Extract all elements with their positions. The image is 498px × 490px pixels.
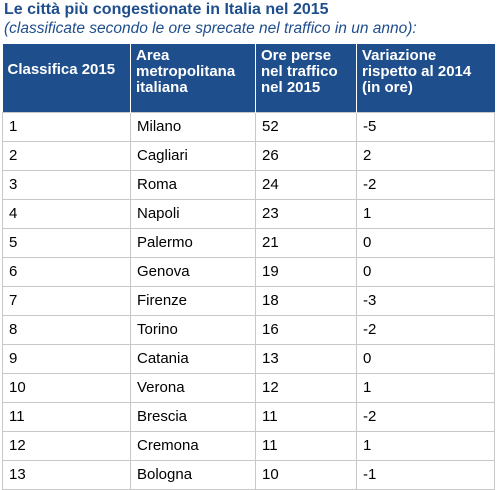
change-cell: -2 bbox=[356, 401, 495, 432]
area-cell: Cagliari bbox=[130, 140, 256, 171]
area-cell: Cremona bbox=[130, 430, 256, 461]
rank-cell: 13 bbox=[2, 459, 131, 490]
change-cell: -2 bbox=[356, 314, 495, 345]
rank-cell: 8 bbox=[2, 314, 131, 345]
rank-cell: 7 bbox=[2, 285, 131, 316]
change-cell: 2 bbox=[356, 140, 495, 171]
hours-lost-cell: 19 bbox=[255, 256, 357, 287]
rank-cell: 5 bbox=[2, 227, 131, 258]
table-row: 10 Verona 12 1 bbox=[2, 372, 495, 403]
rank-cell: 11 bbox=[2, 401, 131, 432]
page-subtitle: (classificate secondo le ore sprecate ne… bbox=[4, 20, 417, 37]
hours-lost-cell: 18 bbox=[255, 285, 357, 316]
hours-lost-cell: 52 bbox=[255, 111, 357, 142]
hours-lost-cell: 11 bbox=[255, 401, 357, 432]
table-row: 7 Firenze 18 -3 bbox=[2, 285, 495, 316]
rank-cell: 3 bbox=[2, 169, 131, 200]
table-row: 4 Napoli 23 1 bbox=[2, 198, 495, 229]
area-cell: Palermo bbox=[130, 227, 256, 258]
column-header-rank: Classifica 2015 bbox=[2, 44, 131, 112]
rank-cell: 9 bbox=[2, 343, 131, 374]
hours-lost-cell: 26 bbox=[255, 140, 357, 171]
area-cell: Roma bbox=[130, 169, 256, 200]
header-row: Classifica 2015 Area metropolitana itali… bbox=[2, 44, 495, 112]
table-row: 6 Genova 19 0 bbox=[2, 256, 495, 287]
rank-cell: 2 bbox=[2, 140, 131, 171]
change-cell: 0 bbox=[356, 256, 495, 287]
rank-cell: 6 bbox=[2, 256, 131, 287]
congestion-table: Classifica 2015 Area metropolitana itali… bbox=[2, 44, 495, 490]
table-row: 5 Palermo 21 0 bbox=[2, 227, 495, 258]
hours-lost-cell: 24 bbox=[255, 169, 357, 200]
area-cell: Firenze bbox=[130, 285, 256, 316]
change-cell: 0 bbox=[356, 343, 495, 374]
change-cell: 1 bbox=[356, 198, 495, 229]
table-row: 2 Cagliari 26 2 bbox=[2, 140, 495, 171]
rank-cell: 4 bbox=[2, 198, 131, 229]
hours-lost-cell: 12 bbox=[255, 372, 357, 403]
table-body: 1 Milano 52 -5 2 Cagliari 26 2 3 Roma 24 -2 4 Napoli 2… bbox=[2, 111, 495, 490]
column-header-hours-lost: Ore perse nel traffico nel 2015 bbox=[255, 44, 357, 112]
column-header-change: Variazione rispetto al 2014 (in ore) bbox=[356, 44, 495, 112]
table-row: 8 Torino 16 -2 bbox=[2, 314, 495, 345]
table-row: 3 Roma 24 -2 bbox=[2, 169, 495, 200]
table-header: Classifica 2015 Area metropolitana itali… bbox=[2, 44, 495, 112]
hours-lost-cell: 16 bbox=[255, 314, 357, 345]
table-row: 12 Cremona 11 1 bbox=[2, 430, 495, 461]
change-cell: 1 bbox=[356, 372, 495, 403]
area-cell: Milano bbox=[130, 111, 256, 142]
rank-cell: 10 bbox=[2, 372, 131, 403]
column-header-area: Area metropolitana italiana bbox=[130, 44, 256, 112]
table-row: 13 Bologna 10 -1 bbox=[2, 459, 495, 490]
change-cell: 0 bbox=[356, 227, 495, 258]
area-cell: Napoli bbox=[130, 198, 256, 229]
hours-lost-cell: 10 bbox=[255, 459, 357, 490]
area-cell: Torino bbox=[130, 314, 256, 345]
change-cell: -5 bbox=[356, 111, 495, 142]
rank-cell: 12 bbox=[2, 430, 131, 461]
table-heading: Le città più congestionate in Italia nel… bbox=[4, 0, 494, 38]
table-row: 1 Milano 52 -5 bbox=[2, 111, 495, 142]
table-row: 11 Brescia 11 -2 bbox=[2, 401, 495, 432]
hours-lost-cell: 23 bbox=[255, 198, 357, 229]
hours-lost-cell: 13 bbox=[255, 343, 357, 374]
change-cell: -2 bbox=[356, 169, 495, 200]
change-cell: -1 bbox=[356, 459, 495, 490]
change-cell: 1 bbox=[356, 430, 495, 461]
page-title: Le città più congestionate in Italia nel… bbox=[4, 1, 329, 18]
area-cell: Bologna bbox=[130, 459, 256, 490]
hours-lost-cell: 11 bbox=[255, 430, 357, 461]
change-cell: -3 bbox=[356, 285, 495, 316]
area-cell: Genova bbox=[130, 256, 256, 287]
rank-cell: 1 bbox=[2, 111, 131, 142]
area-cell: Brescia bbox=[130, 401, 256, 432]
hours-lost-cell: 21 bbox=[255, 227, 357, 258]
area-cell: Catania bbox=[130, 343, 256, 374]
area-cell: Verona bbox=[130, 372, 256, 403]
table-row: 9 Catania 13 0 bbox=[2, 343, 495, 374]
